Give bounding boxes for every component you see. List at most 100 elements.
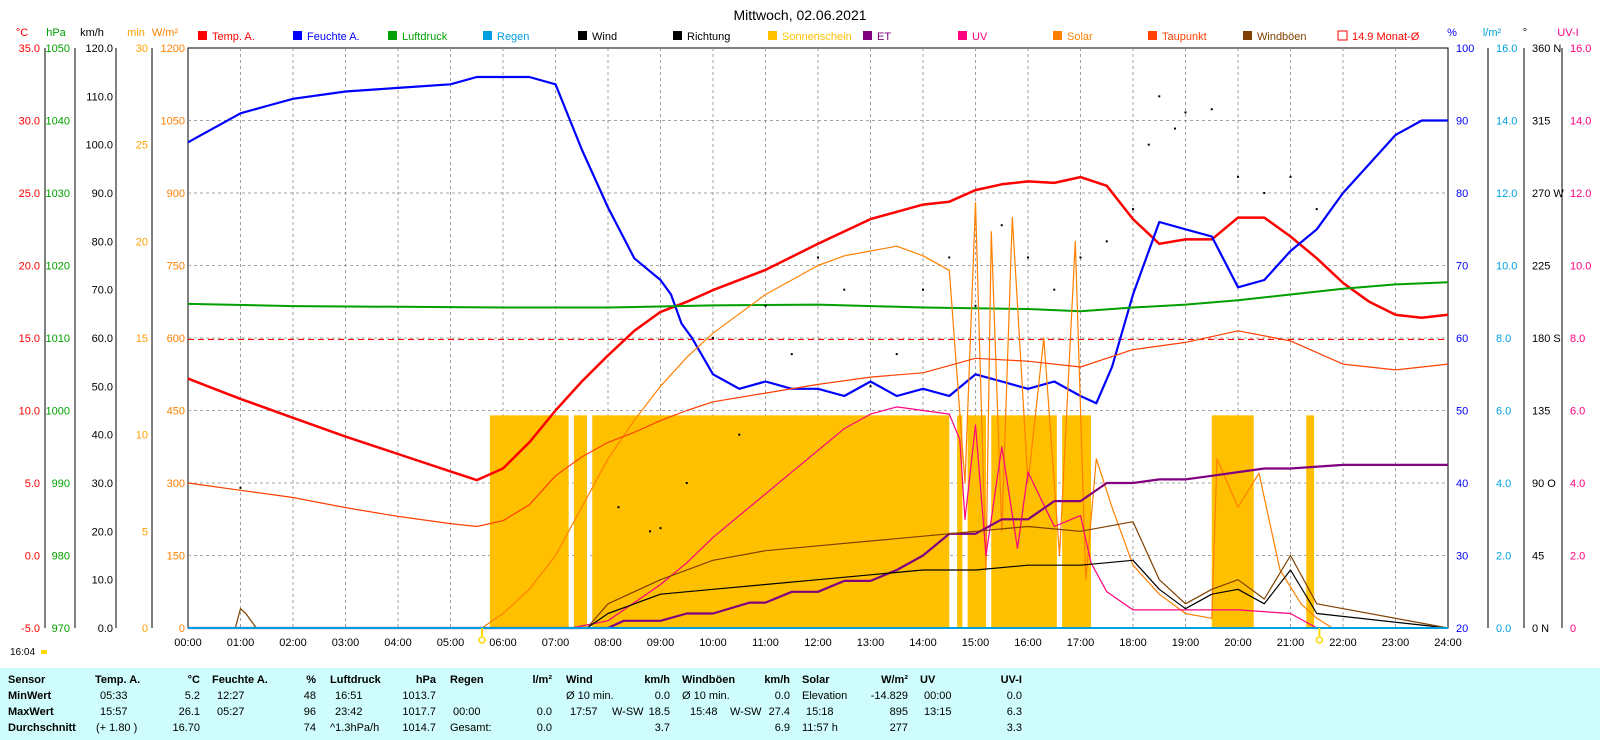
left-tick-label: 990: [52, 478, 70, 490]
luftdruck-avg-note: ^1.3hPa/h: [330, 722, 380, 734]
left-tick-label: 1010: [46, 333, 70, 345]
current-time-label: 16:04: [10, 647, 35, 658]
sun-marker-icon: [1315, 636, 1324, 644]
direction-point: [1079, 256, 1082, 259]
feuchte-avg: 74: [303, 722, 316, 734]
x-tick-label: 19:00: [1172, 637, 1200, 649]
x-tick-label: 11:00: [752, 637, 779, 649]
left-tick-label: 30.0: [92, 478, 113, 490]
uv-min-time: 00:00: [924, 690, 952, 702]
legend-swatch: [1337, 30, 1348, 41]
left-tick-label: 100.0: [85, 140, 113, 152]
direction-point: [649, 530, 651, 533]
x-tick-label: 13:00: [857, 637, 885, 649]
right-tick-label: 45: [1532, 551, 1544, 563]
direction-point: [239, 486, 242, 489]
right-tick-label: 0 N: [1532, 623, 1549, 635]
row-header-avg: Durchschnitt: [8, 722, 76, 734]
left-tick-label: 0.0: [98, 623, 113, 635]
series-line-solar: [188, 202, 1448, 629]
direction-point: [1184, 111, 1187, 114]
feuchte-min-time: 12:27: [217, 690, 245, 702]
left-tick-label: 25: [136, 140, 148, 152]
legend-label: Feuchte A.: [307, 31, 360, 43]
left-tick-label: 5.0: [25, 478, 40, 490]
right-tick-label: 80: [1456, 188, 1468, 200]
x-tick-label: 10:00: [699, 637, 727, 649]
right-tick-label: 30: [1456, 551, 1468, 563]
legend-swatch: [1243, 31, 1252, 40]
legend-swatch: [483, 31, 492, 40]
legend-swatch: [673, 31, 682, 40]
left-tick-label: 90.0: [92, 188, 113, 200]
boeen-avg: 6.9: [774, 722, 790, 734]
temp-max: 26.1: [178, 706, 200, 718]
left-tick-label: 35.0: [19, 43, 40, 55]
x-tick-label: 15:00: [962, 637, 990, 649]
uv-min: 0.0: [1006, 690, 1022, 702]
left-tick-label: 10.0: [92, 575, 113, 587]
direction-point: [1132, 208, 1134, 211]
legend-label: Sonnenschein: [782, 31, 852, 43]
regen-gesamt: 0.0: [536, 722, 552, 734]
x-tick-label: 21:00: [1277, 637, 1305, 649]
wind-max-dir: W-SW: [612, 706, 644, 718]
x-tick-label: 02:00: [279, 637, 307, 649]
right-tick-label: 135: [1532, 406, 1550, 418]
luftdruck-min-time: 16:51: [335, 690, 363, 702]
uv-unit: UV-I: [1000, 674, 1022, 686]
solar-unit: W/m²: [881, 674, 908, 686]
regen-max: 0.0: [536, 706, 552, 718]
left-tick-label: 40.0: [92, 430, 113, 442]
left-tick-label: 1000: [46, 406, 70, 418]
right-tick-label: 70: [1456, 261, 1468, 273]
right-tick-label: 2.0: [1570, 551, 1585, 563]
wind-title: Wind: [566, 674, 593, 686]
row-header-sensor: Sensor: [8, 674, 46, 686]
direction-point: [685, 482, 688, 484]
right-tick-label: 40: [1456, 478, 1468, 490]
temp-title: Temp. A.: [95, 674, 141, 686]
left-tick-label: 10: [136, 430, 148, 442]
left-tick-label: 15.0: [19, 333, 40, 345]
left-tick-label: -5.0: [21, 623, 40, 635]
left-axis-unit: °C: [16, 27, 28, 39]
direction-point: [869, 385, 872, 388]
uv-max: 6.3: [1006, 706, 1022, 718]
temp-min: 5.2: [184, 690, 200, 702]
left-tick-label: 980: [52, 551, 70, 563]
left-tick-label: 970: [52, 623, 70, 635]
direction-point: [895, 353, 898, 356]
x-tick-label: 20:00: [1224, 637, 1252, 649]
direction-point: [1105, 240, 1108, 243]
boeen-min-label: Ø 10 min.: [682, 690, 730, 702]
temp-max-time: 15:57: [100, 706, 128, 718]
right-tick-label: 0: [1570, 623, 1576, 635]
row-header-max: MaxWert: [8, 706, 54, 718]
luftdruck-min: 1013.7: [402, 690, 436, 702]
left-tick-label: 1040: [46, 116, 70, 128]
right-axis-unit: %: [1447, 27, 1457, 39]
boeen-unit: km/h: [764, 674, 790, 686]
legend-label: Luftdruck: [402, 31, 448, 43]
solar-max: 895: [889, 706, 908, 718]
left-tick-label: 20: [136, 236, 148, 248]
legend-label: Temp. A.: [212, 31, 255, 43]
left-tick-label: 300: [167, 478, 185, 490]
series-line-temp-a: [187, 175, 1449, 482]
left-tick-label: 30.0: [19, 116, 40, 128]
sunshine-bar: [1306, 415, 1315, 628]
right-tick-label: 4.0: [1570, 478, 1585, 490]
regen-unit: l/m²: [532, 674, 552, 686]
left-axis-unit: km/h: [80, 27, 104, 39]
left-tick-label: 1030: [46, 188, 70, 200]
wind-max: 18.5: [648, 706, 670, 718]
wind-min: 0.0: [654, 690, 670, 702]
temp-avg: 16.70: [172, 722, 200, 734]
left-tick-label: 60.0: [92, 333, 113, 345]
x-tick-label: 14:00: [909, 637, 937, 649]
right-tick-label: 4.0: [1496, 478, 1511, 490]
x-tick-label: 09:00: [647, 637, 675, 649]
direction-point: [1147, 143, 1150, 146]
x-tick-label: 07:00: [542, 637, 570, 649]
